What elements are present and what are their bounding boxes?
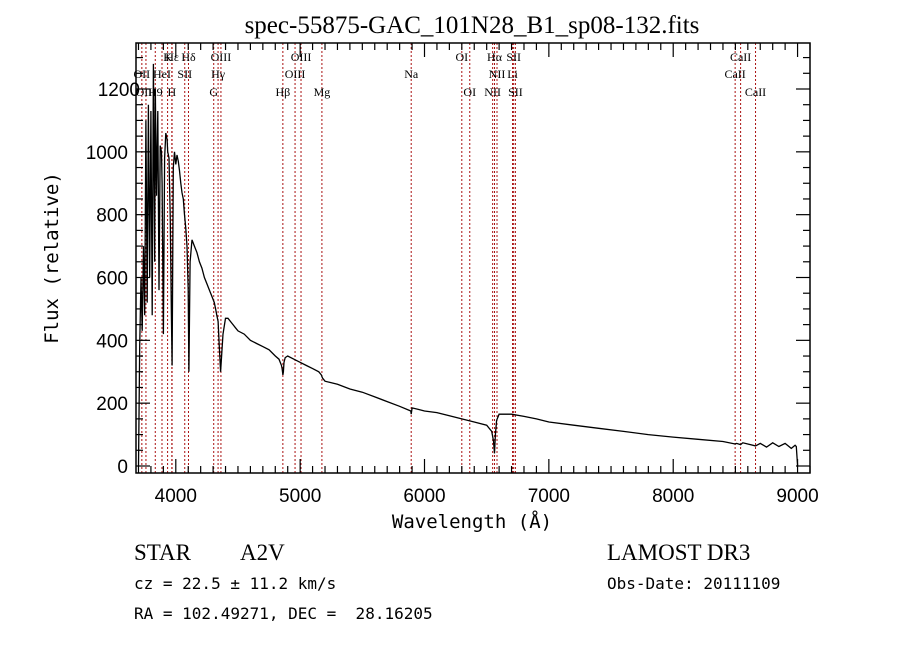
object-class: STAR [134, 540, 191, 565]
marker-label: OIII [211, 50, 232, 64]
y-tick-label: 200 [96, 394, 128, 415]
marker-label: OI [455, 50, 468, 64]
x-tick-label: 9000 [776, 486, 818, 507]
x-axis-label: Wavelength (Å) [392, 510, 552, 533]
y-tick-label: 800 [96, 206, 128, 227]
marker-label: H [167, 85, 176, 99]
marker-label: OI [463, 85, 476, 99]
coordinates-text: RA = 102.49271, DEC = 28.16205 [134, 604, 433, 623]
marker-label: NII [484, 85, 501, 99]
x-axis: 4000 5000 6000 7000 8000 9000 [137, 43, 819, 507]
marker-label: CaII [745, 85, 766, 99]
redshift-text: cz = 22.5 ± 11.2 km/s [134, 574, 337, 593]
y-tick-label: 600 [96, 269, 128, 290]
x-tick-label: 4000 [155, 486, 197, 507]
y-tick-label: 1000 [86, 143, 128, 164]
spectrum-line [137, 63, 799, 467]
marker-label: SII [508, 85, 523, 99]
subclass: A2V [240, 540, 285, 565]
marker-label: Na [404, 67, 419, 81]
spectral-line-markers [141, 43, 757, 473]
y-tick-label: 1200 [98, 80, 140, 101]
marker-label: Hδ [181, 50, 196, 64]
x-tick-label: 7000 [528, 486, 570, 507]
x-tick-label: 6000 [403, 486, 445, 507]
plot-frame [135, 42, 811, 474]
marker-label: OIII [285, 67, 306, 81]
y-axis-label: Flux (relative) [41, 172, 63, 344]
marker-label: Hα [487, 50, 503, 64]
chart-title: spec-55875-GAC_101N28_B1_sp08-132.fits [245, 12, 700, 39]
marker-label: SII [177, 67, 192, 81]
marker-label: Mg [314, 85, 331, 99]
marker-label: OII [134, 67, 151, 81]
marker-label: NII [489, 67, 506, 81]
x-tick-label: 8000 [652, 486, 694, 507]
marker-label: G [209, 85, 218, 99]
marker-label: CaII [724, 67, 745, 81]
marker-label: Hβ [275, 85, 290, 99]
survey-label: LAMOST DR3 [607, 540, 751, 565]
marker-label: OIII [291, 50, 312, 64]
marker-label: CaII [730, 50, 751, 64]
marker-label: Hγ [211, 67, 226, 81]
y-axis: 0 200 400 600 800 1000 1200 [86, 56, 810, 478]
marker-label: HeI [153, 67, 171, 81]
marker-label: SII [506, 50, 521, 64]
obs-date: Obs-Date: 20111109 [607, 574, 781, 593]
marker-label: K [163, 50, 172, 64]
y-tick-label: 0 [117, 457, 128, 478]
marker-label: Li [507, 67, 518, 81]
y-tick-label: 400 [96, 331, 128, 352]
x-tick-label: 5000 [279, 486, 321, 507]
